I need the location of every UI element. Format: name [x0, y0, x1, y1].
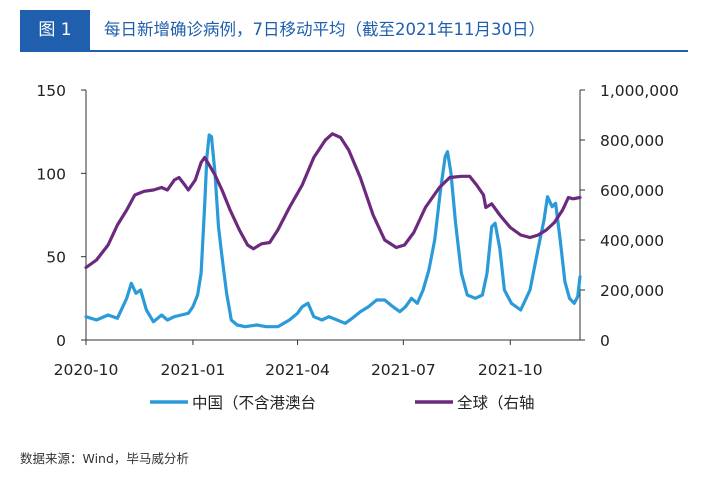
- y-left-tick-label: 150: [36, 82, 66, 100]
- figure-header: 图 1 每日新增确诊病例，7日移动平均（截至2021年11月30日）: [20, 10, 688, 52]
- y-right-tick-label: 400,000: [600, 232, 664, 250]
- chart-axes: 0 50 100 150 0 200,000 400,000 600,000 800,000 1,…: [36, 82, 678, 379]
- x-tick-label: 2020-10: [54, 361, 119, 379]
- x-tick-label: 2021-01: [161, 361, 226, 379]
- line-chart: 0 50 100 150 0 200,000 400,000 600,000 800,000 1,…: [36, 82, 678, 412]
- y-right-tick-label: 1,000,000: [600, 82, 679, 100]
- series-line-global: [84, 132, 582, 270]
- data-source-note: 数据来源：Wind，毕马威分析: [20, 451, 189, 466]
- x-tick-label: 2021-04: [265, 361, 330, 379]
- chart-title: 每日新增确诊病例，7日移动平均（截至2021年11月30日）: [104, 20, 545, 39]
- series-line-china: [84, 133, 582, 329]
- y-right-tick-label: 200,000: [600, 282, 664, 300]
- y-right-tick-label: 600,000: [600, 182, 664, 200]
- legend-label-china: 中国（不含港澳台: [192, 394, 316, 412]
- chart-series: [84, 132, 582, 329]
- y-left-tick-label: 100: [36, 165, 66, 183]
- figure-number-badge: 图 1: [20, 10, 90, 50]
- x-tick-label: 2021-10: [478, 361, 543, 379]
- y-left-tick-label: 0: [56, 332, 66, 350]
- chart-legend: 中国（不含港澳台 全球（右轴: [150, 394, 535, 412]
- y-right-tick-label: 0: [600, 332, 610, 350]
- y-right-tick-label: 800,000: [600, 132, 664, 150]
- y-left-tick-label: 50: [46, 249, 66, 267]
- legend-label-global: 全球（右轴: [457, 394, 535, 412]
- x-tick-label: 2021-07: [371, 361, 436, 379]
